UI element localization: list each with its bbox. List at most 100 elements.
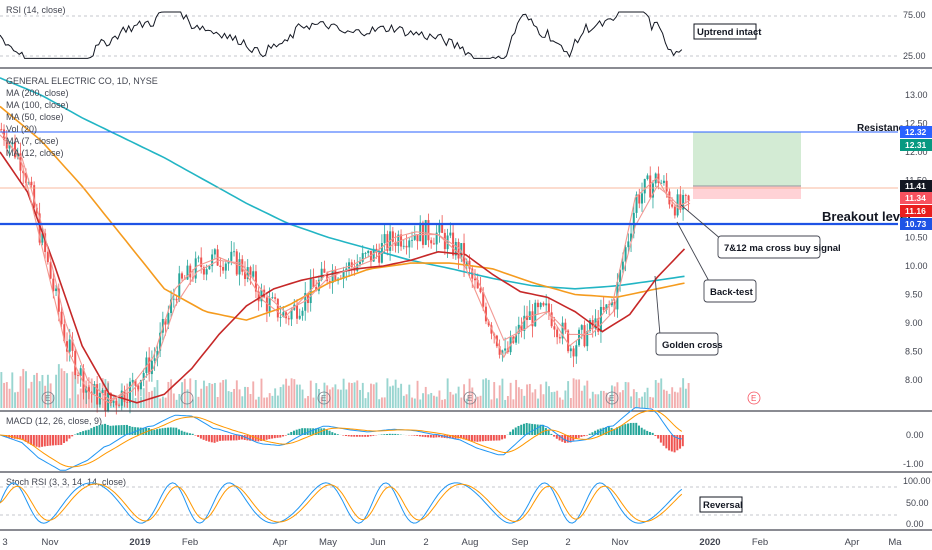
candle-body xyxy=(233,251,236,253)
volume-bar xyxy=(561,399,564,408)
macd-bar xyxy=(95,425,98,435)
volume-bar xyxy=(389,386,392,408)
resistance-label: Resistance xyxy=(857,123,910,134)
macd-bar xyxy=(665,435,668,449)
candle-body xyxy=(131,380,134,382)
macd-bar xyxy=(484,435,487,442)
candle-body xyxy=(490,325,493,334)
volume-bar xyxy=(183,378,186,408)
candle-body xyxy=(52,278,55,292)
candle-body xyxy=(301,310,304,316)
volume-bar xyxy=(449,391,452,408)
macd-bar xyxy=(175,427,178,435)
candle-body xyxy=(405,245,408,248)
stop-zone xyxy=(693,186,801,199)
candle-body xyxy=(334,270,337,281)
macd-bar xyxy=(522,423,525,435)
volume-bar xyxy=(424,386,427,408)
volume-bar xyxy=(66,373,69,408)
candle-body xyxy=(150,360,153,375)
candle-body xyxy=(55,288,58,292)
volume-bar xyxy=(356,380,359,408)
macd-bar xyxy=(465,435,468,441)
volume-bar xyxy=(575,379,578,408)
candle-body xyxy=(635,194,638,213)
ma-line xyxy=(0,105,685,321)
macd-bar xyxy=(240,435,243,440)
candle-body xyxy=(402,245,405,247)
volume-bar xyxy=(364,398,367,408)
macd-bar xyxy=(553,435,556,437)
volume-bar xyxy=(205,386,208,408)
macd-bar xyxy=(271,435,274,439)
price-panel: Resistance Breakout level GENERAL ELECTR… xyxy=(0,76,932,417)
macd-panel: MACD (12, 26, close, 9) 0.00 -1.00 xyxy=(0,407,924,471)
macd-bar xyxy=(605,427,608,435)
candle-body xyxy=(139,380,142,390)
candle-body xyxy=(76,375,79,376)
macd-bar xyxy=(394,433,397,435)
macd-bar xyxy=(618,426,621,435)
candle-body xyxy=(279,316,282,318)
candle-body xyxy=(411,239,414,241)
volume-bar xyxy=(597,394,600,408)
volume-bar xyxy=(405,394,408,408)
volume-bar xyxy=(419,399,422,408)
volume-bar xyxy=(49,383,52,408)
volume-bar xyxy=(331,387,334,408)
volume-bar xyxy=(493,382,496,408)
macd-bar xyxy=(388,433,391,435)
macd-bar xyxy=(435,435,438,438)
volume-bar xyxy=(531,392,534,408)
candle-body xyxy=(98,392,101,405)
candle-body xyxy=(74,350,77,376)
macd-bar xyxy=(197,435,200,437)
macd-bar xyxy=(224,435,227,441)
volume-bar xyxy=(501,378,504,408)
macd-bar xyxy=(158,428,161,435)
volume-bar xyxy=(296,384,299,408)
macd-bar xyxy=(16,435,19,440)
volume-bar xyxy=(558,397,561,408)
stoch-rsi-panel: Stoch RSI (3, 3, 14, 14, close) 100.00 5… xyxy=(0,476,931,529)
macd-bar xyxy=(232,435,235,441)
time-tick: Sep xyxy=(512,537,529,548)
volume-bar xyxy=(534,389,537,408)
macd-bar xyxy=(514,427,517,435)
volume-bar xyxy=(613,386,616,408)
candle-body xyxy=(361,253,364,262)
candle-body xyxy=(317,279,320,291)
stoch-k-line xyxy=(0,482,683,524)
macd-bar xyxy=(512,429,515,435)
candle-body xyxy=(476,280,479,289)
candle-body xyxy=(487,321,490,326)
candle-body xyxy=(446,235,449,250)
macd-bar xyxy=(93,426,96,435)
volume-bar xyxy=(142,388,145,408)
volume-bar xyxy=(320,397,323,408)
volume-bar xyxy=(583,385,586,408)
macd-bar xyxy=(35,435,38,447)
volume-bar xyxy=(679,387,682,408)
macd-bar xyxy=(637,425,640,435)
volume-bar xyxy=(654,380,657,408)
candle-body xyxy=(153,358,156,361)
candle-body xyxy=(578,329,581,346)
svg-text:E: E xyxy=(45,394,50,403)
price-tag: 12.31 xyxy=(905,140,927,150)
volume-bar xyxy=(298,384,301,408)
macd-bar xyxy=(366,435,369,437)
macd-bar xyxy=(167,427,170,435)
macd-bar xyxy=(449,435,452,439)
macd-bar xyxy=(662,435,665,446)
candle-body xyxy=(243,271,246,280)
macd-bar xyxy=(150,429,153,435)
volume-bar xyxy=(446,378,449,408)
volume-bar xyxy=(569,398,572,408)
volume-bar xyxy=(140,396,142,408)
candle-body xyxy=(175,298,178,301)
macd-bar xyxy=(350,435,353,437)
ma-line xyxy=(0,134,691,401)
volume-bar xyxy=(652,397,654,408)
